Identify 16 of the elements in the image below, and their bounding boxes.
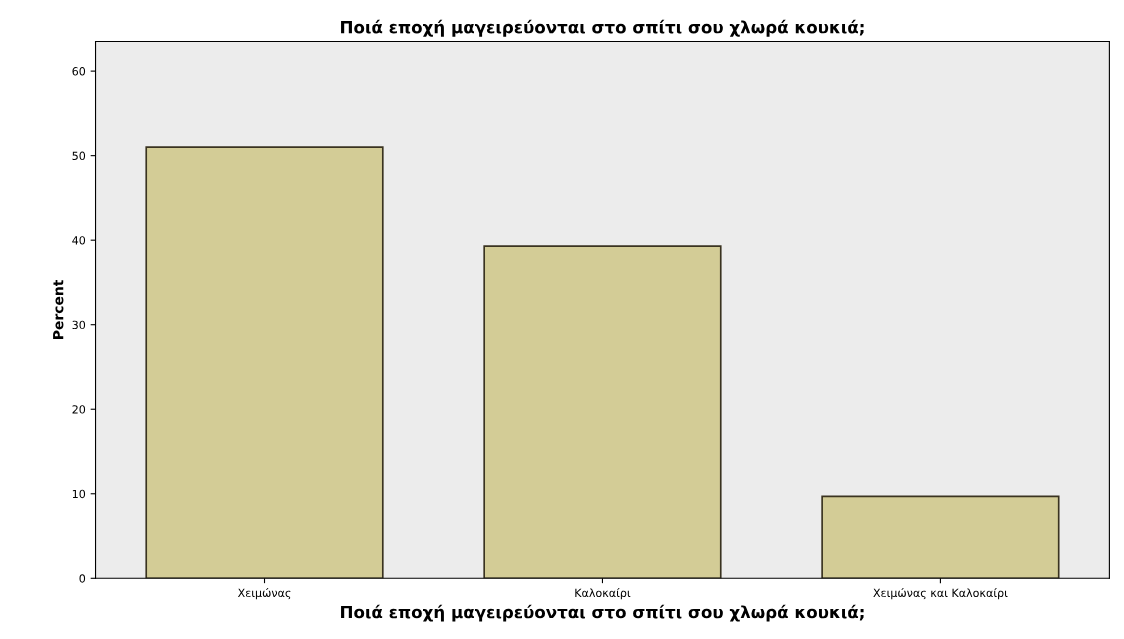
y-tick-label: 40 <box>72 236 86 245</box>
x-tick-label: Χειμώνας και Καλοκαίρι <box>873 588 1008 600</box>
y-tick-label: 0 <box>79 574 86 583</box>
y-tick-label: 10 <box>72 489 86 499</box>
y-tick-label: 30 <box>72 320 86 330</box>
x-tick-label: Καλοκαίρι <box>575 588 631 600</box>
y-tick-label: 50 <box>72 151 86 161</box>
bar <box>483 245 722 579</box>
x-axis-title: Ποιά εποχή μαγειρεύονται στο σπίτι σου χλωρά κουκιά; <box>341 604 864 622</box>
y-tick-label: 60 <box>72 67 86 76</box>
bar <box>821 495 1060 579</box>
chart-title: Ποιά εποχή μαγειρεύονται στο σπίτι σου χλωρά κουκιά; <box>341 19 864 37</box>
bar <box>145 146 384 579</box>
y-tick-label: 20 <box>72 405 86 414</box>
y-axis-title: Percent <box>53 279 64 339</box>
x-tick-label: Χειμώνας <box>237 588 291 600</box>
